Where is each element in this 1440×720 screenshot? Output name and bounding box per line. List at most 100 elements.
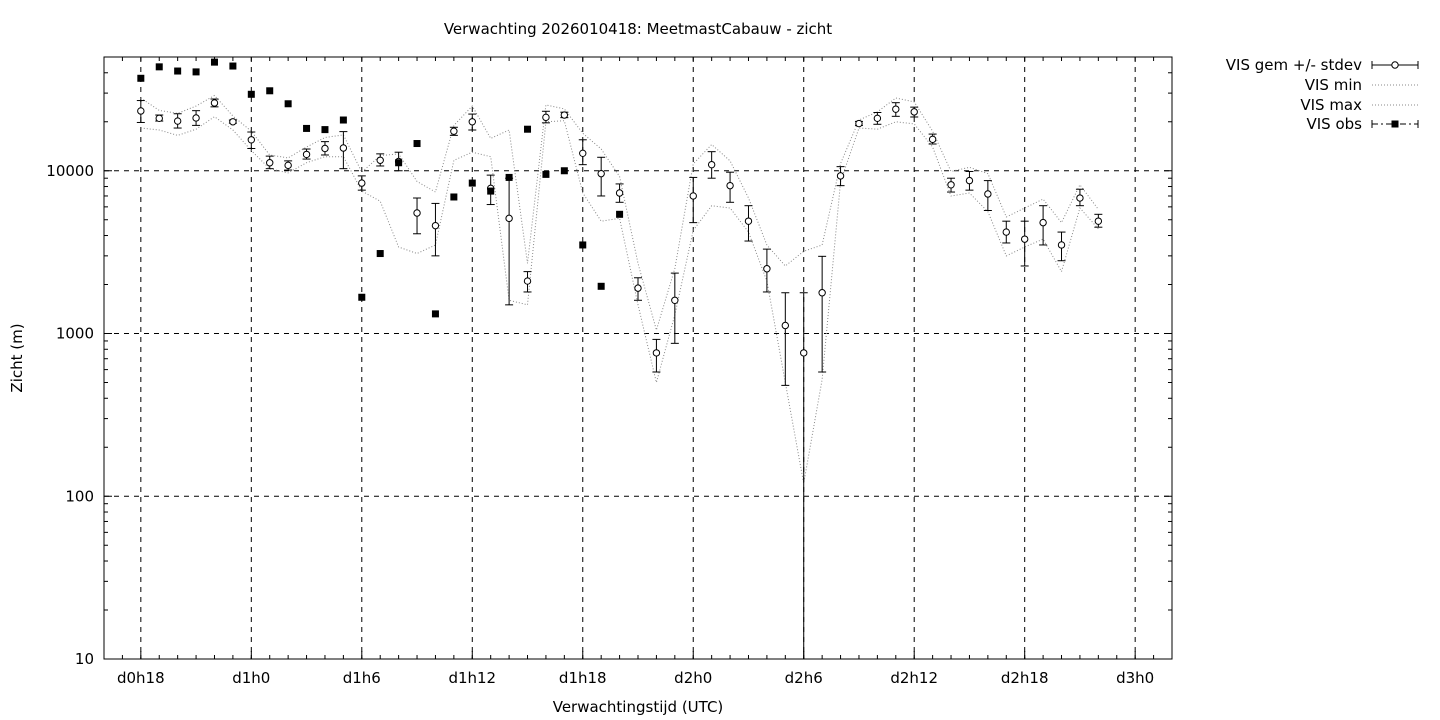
legend-label-mean: VIS gem +/- stdev [1226, 56, 1362, 74]
mean-point [431, 221, 440, 230]
obs-point [284, 100, 292, 108]
y-tick-label: 10000 [46, 162, 94, 180]
mean-point [192, 114, 200, 122]
mean-point [781, 321, 790, 330]
mean-point [1002, 228, 1010, 236]
mean-point [1094, 217, 1103, 225]
series-vis-obs [137, 58, 624, 318]
mean-point [266, 159, 274, 167]
obs-point [376, 250, 384, 258]
mean-point [744, 217, 753, 225]
obs-point [137, 74, 145, 82]
y-axis-label: Zicht (m) [8, 323, 26, 392]
mean-point [1057, 241, 1066, 249]
x-tick-label: d1h18 [559, 669, 607, 687]
mean-point [1020, 235, 1029, 243]
mean-point [229, 118, 237, 126]
mean-point [689, 192, 697, 200]
x-tick-label: d2h18 [1001, 669, 1049, 687]
mean-point [1076, 194, 1084, 202]
obs-point [616, 210, 624, 218]
plot-frame [103, 56, 1173, 660]
x-tick-label: d3h0 [1116, 669, 1154, 687]
mean-point [542, 113, 550, 122]
mean-point [413, 209, 421, 217]
mean-point [560, 111, 569, 119]
obs-point [321, 126, 329, 134]
mean-point [137, 107, 145, 115]
obs-point [450, 193, 458, 201]
mean-point [873, 114, 882, 123]
obs-point [468, 179, 476, 187]
obs-point [155, 63, 163, 71]
legend-label-min: VIS min [1305, 76, 1362, 94]
mean-point [468, 118, 476, 126]
legend-swatches [1371, 61, 1419, 128]
mean-point [376, 156, 384, 164]
obs-point [524, 125, 532, 133]
mean-point [597, 169, 605, 178]
x-tick-label: d2h6 [785, 669, 823, 687]
mean-point [892, 105, 900, 113]
obs-point [487, 187, 495, 195]
obs-point [229, 62, 237, 70]
mean-point [947, 181, 955, 189]
mean-point [579, 149, 587, 158]
mean-point [210, 99, 219, 107]
mean-point [855, 119, 863, 128]
obs-point [247, 90, 255, 98]
x-tick-label: d1h12 [448, 669, 496, 687]
vis-min-line [140, 116, 1099, 484]
mean-point [339, 144, 348, 152]
chart-title: Verwachting 2026010418: MeetmastCabauw -… [444, 20, 832, 38]
series-vis-mean [136, 98, 1103, 660]
mean-point [965, 176, 974, 185]
mean-point [910, 108, 918, 116]
mean-point [652, 349, 661, 357]
mean-point [302, 150, 311, 159]
vis-max-line [140, 94, 1099, 332]
mean-point [800, 349, 808, 357]
obs-point [542, 170, 550, 178]
legend-label-obs: VIS obs [1307, 115, 1363, 133]
obs-point [579, 241, 587, 249]
mean-point [247, 136, 256, 144]
mean-point [321, 144, 329, 153]
obs-point [339, 116, 347, 124]
x-tick-label: d2h12 [890, 669, 938, 687]
mean-point [523, 277, 532, 285]
obs-point [560, 167, 568, 175]
mean-point [818, 289, 826, 297]
x-tick-label: d1h6 [343, 669, 381, 687]
obs-point [505, 173, 513, 181]
axis-ticks: d0h18 d1h0 d1h6 d1h12 d1h18 d2h0 d2h6 d2h12 d2h1… [46, 56, 1173, 687]
mean-point [505, 214, 513, 223]
obs-point [303, 124, 311, 132]
legend: VIS gem +/- stdev VIS min VIS max VIS ob… [1226, 56, 1419, 133]
mean-point [450, 127, 458, 135]
mean-point [1039, 218, 1047, 227]
mean-point [836, 172, 845, 180]
obs-point [413, 140, 421, 148]
mean-point [928, 135, 937, 144]
legend-label-max: VIS max [1300, 96, 1362, 114]
x-axis-label: Verwachtingstijd (UTC) [553, 698, 724, 716]
mean-point [984, 190, 992, 198]
obs-point [266, 87, 274, 95]
y-tick-label: 100 [65, 487, 94, 505]
mean-point [615, 189, 624, 197]
legend-swatch-mean-marker [1391, 61, 1399, 69]
obs-point [431, 310, 439, 318]
x-tick-label: d1h0 [232, 669, 270, 687]
obs-point [210, 58, 218, 66]
x-tick-label: d2h0 [674, 669, 712, 687]
obs-point [597, 282, 605, 290]
series-vis-min [140, 116, 1099, 484]
mean-point [284, 161, 292, 170]
x-tick-label: d0h18 [117, 669, 165, 687]
y-tick-label: 10 [75, 650, 94, 668]
legend-swatch-obs-marker [1391, 120, 1399, 128]
y-tick-label: 1000 [56, 325, 94, 343]
mean-point [671, 296, 679, 304]
obs-point [395, 159, 403, 167]
